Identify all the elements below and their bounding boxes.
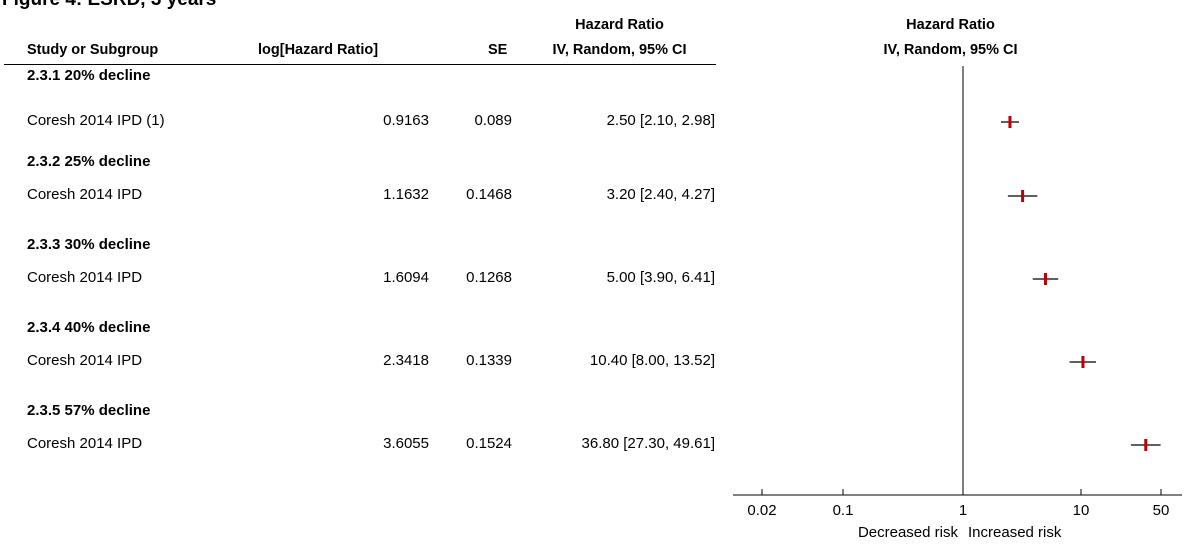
group-title: 2.3.2 25% decline [27, 153, 151, 170]
se-value: 0.089 [474, 112, 512, 129]
point-estimate-marker [1021, 190, 1025, 202]
log-hr-column-header: log[Hazard Ratio] [258, 42, 379, 58]
plot-header-bottom: IV, Random, 95% CI [883, 42, 1018, 58]
study-name: Coresh 2014 IPD (1) [27, 112, 165, 129]
plot-header-top: Hazard Ratio [906, 17, 995, 33]
group-title: 2.3.4 40% decline [27, 319, 151, 336]
point-estimate-marker [1081, 356, 1085, 368]
x-tick-label: 50 [1153, 502, 1170, 519]
study-name: Coresh 2014 IPD [27, 435, 143, 452]
study-name: Coresh 2014 IPD [27, 269, 143, 286]
se-value: 0.1468 [466, 186, 512, 203]
se-value: 0.1268 [466, 269, 512, 286]
x-tick-label: 0.02 [747, 502, 776, 519]
point-estimate-marker [1144, 439, 1148, 451]
study-name: Coresh 2014 IPD [27, 186, 143, 203]
hr-column-header-top: Hazard Ratio [575, 17, 664, 33]
point-estimate-marker [1043, 273, 1047, 285]
group-title: 2.3.5 57% decline [27, 402, 151, 419]
axis-label-right: Increased risk [968, 524, 1062, 541]
x-tick-label: 1 [959, 502, 967, 519]
log-hr-value: 2.3418 [383, 352, 429, 369]
group-title: 2.3.3 30% decline [27, 236, 151, 253]
hr-ci-value: 3.20 [2.40, 4.27] [606, 186, 715, 203]
se-column-header: SE [488, 42, 508, 58]
hr-column-header-bottom: IV, Random, 95% CI [552, 42, 687, 58]
x-tick-label: 10 [1073, 502, 1090, 519]
hr-ci-value: 2.50 [2.10, 2.98] [606, 112, 715, 129]
log-hr-value: 1.6094 [383, 269, 429, 286]
x-tick-label: 0.1 [833, 502, 854, 519]
header-divider [4, 64, 716, 65]
se-value: 0.1524 [466, 435, 512, 452]
log-hr-value: 0.9163 [383, 112, 429, 129]
figure-title: Figure 4: ESRD, 3 years [2, 0, 216, 11]
log-hr-value: 3.6055 [383, 435, 429, 452]
point-estimate-marker [1008, 116, 1012, 128]
group-title: 2.3.1 20% decline [27, 67, 151, 84]
axis-label-left: Decreased risk [858, 524, 959, 541]
study-name: Coresh 2014 IPD [27, 352, 143, 369]
log-hr-value: 1.1632 [383, 186, 429, 203]
hr-ci-value: 5.00 [3.90, 6.41] [606, 269, 715, 286]
hr-ci-value: 36.80 [27.30, 49.61] [581, 435, 715, 452]
study-column-header: Study or Subgroup [27, 42, 159, 58]
se-value: 0.1339 [466, 352, 512, 369]
hr-ci-value: 10.40 [8.00, 13.52] [589, 352, 715, 369]
